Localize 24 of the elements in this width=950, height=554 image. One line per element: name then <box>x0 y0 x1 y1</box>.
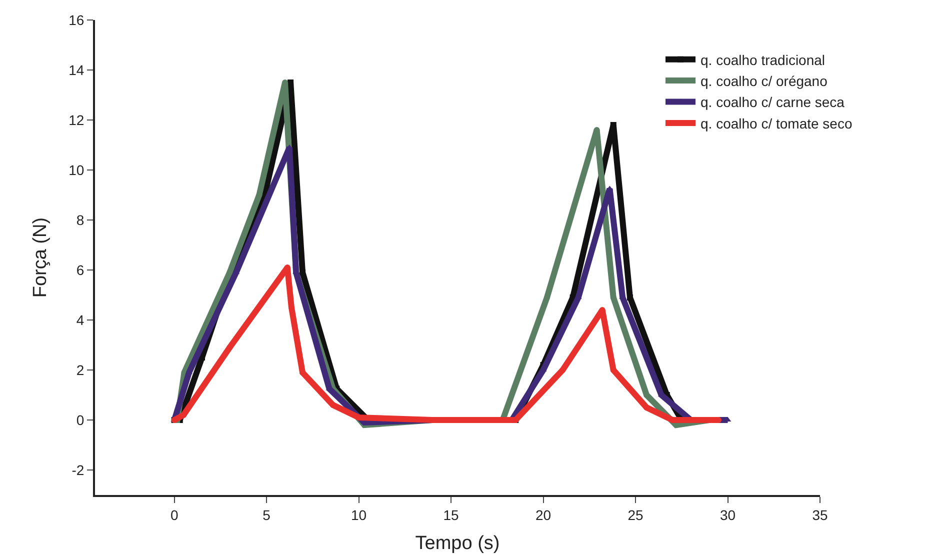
y-tick-label: 6 <box>76 262 84 278</box>
y-tick-label: 4 <box>76 312 84 328</box>
legend-label: q. coalho c/ tomate seco <box>700 115 852 132</box>
y-tick-label: 12 <box>68 112 84 128</box>
legend-label: q. coalho tradicional <box>700 52 826 68</box>
x-tick-label: 30 <box>720 506 736 523</box>
legend-label: q. coalho c/ carne seca <box>700 94 845 110</box>
x-tick-label: 35 <box>812 506 828 523</box>
x-tick-label: 5 <box>262 506 271 523</box>
x-axis-title: Tempo (s) <box>415 533 500 554</box>
y-tick-label: 16 <box>68 12 84 28</box>
legend-label: q. coalho c/ orégano <box>700 73 828 90</box>
y-tick-label: 14 <box>68 62 84 78</box>
y-axis-title: Força (N) <box>30 217 51 298</box>
x-tick-label: 20 <box>535 506 552 523</box>
x-tick-label: 10 <box>351 506 367 523</box>
y-tick-label: -2 <box>72 462 84 478</box>
y-tick-label: 0 <box>76 412 84 428</box>
x-tick-label: 0 <box>170 506 178 523</box>
y-tick-label: 8 <box>76 212 84 228</box>
y-tick-label: 10 <box>68 162 84 178</box>
x-tick-label: 25 <box>628 506 644 523</box>
x-tick-label: 15 <box>443 506 460 523</box>
y-tick-label: 2 <box>76 362 84 378</box>
